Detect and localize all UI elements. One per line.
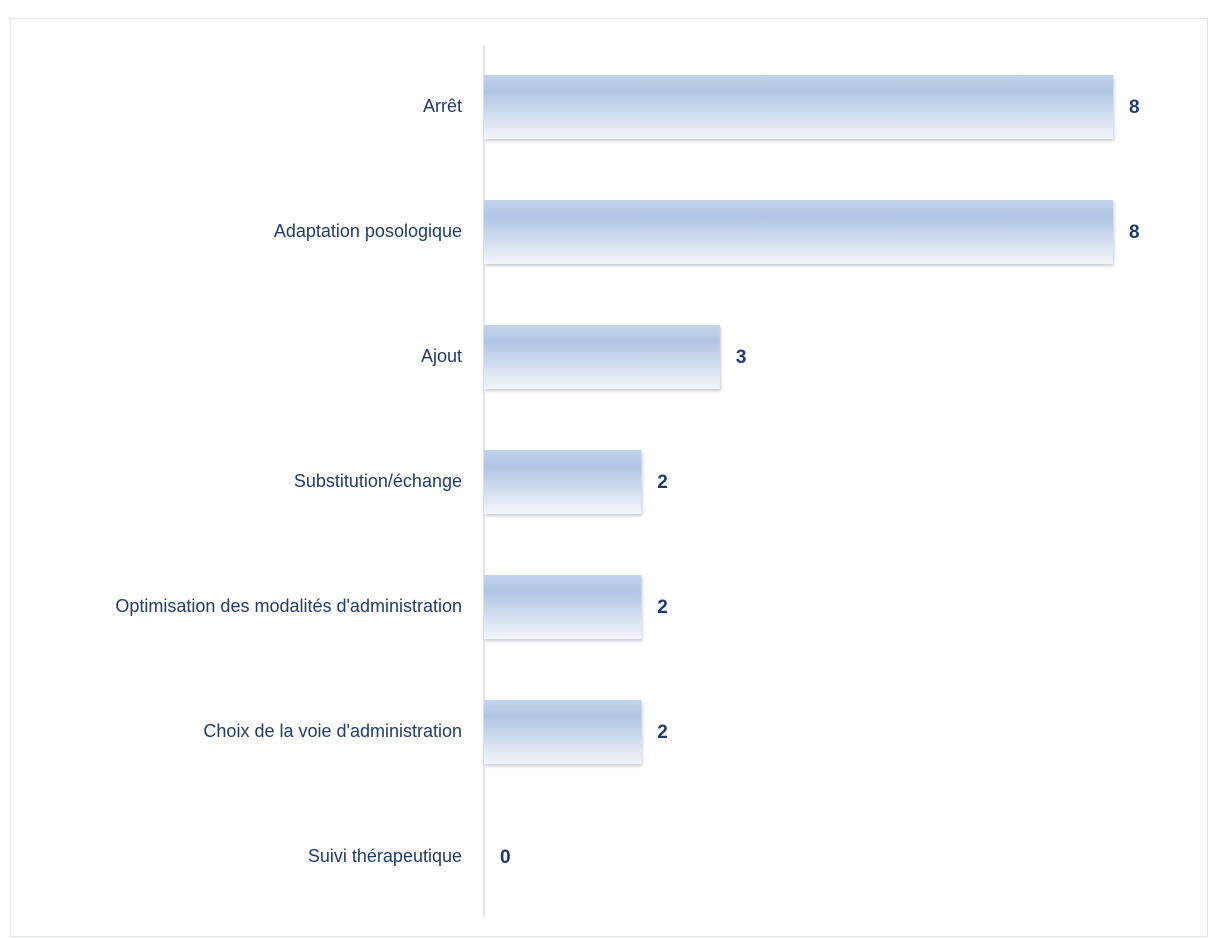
bar <box>484 575 642 639</box>
chart-frame <box>10 18 1208 937</box>
bar <box>484 200 1113 264</box>
category-label: Suivi thérapeutique <box>308 846 462 866</box>
category-label: Choix de la voie d'administration <box>203 721 462 741</box>
bar <box>484 75 1113 139</box>
bar <box>484 700 642 764</box>
value-label: 8 <box>1129 222 1140 243</box>
value-label: 2 <box>657 472 668 493</box>
value-label: 3 <box>736 347 747 368</box>
category-label: Arrêt <box>423 96 462 116</box>
value-label: 0 <box>500 847 511 868</box>
bar <box>484 450 642 514</box>
value-label: 8 <box>1129 97 1140 118</box>
category-label: Optimisation des modalités d'administrat… <box>115 596 462 616</box>
category-label: Substitution/échange <box>294 471 462 491</box>
category-label: Adaptation posologique <box>274 221 462 241</box>
bar <box>484 325 720 389</box>
value-label: 2 <box>657 722 668 743</box>
category-label: Ajout <box>421 346 462 366</box>
value-label: 2 <box>657 597 668 618</box>
